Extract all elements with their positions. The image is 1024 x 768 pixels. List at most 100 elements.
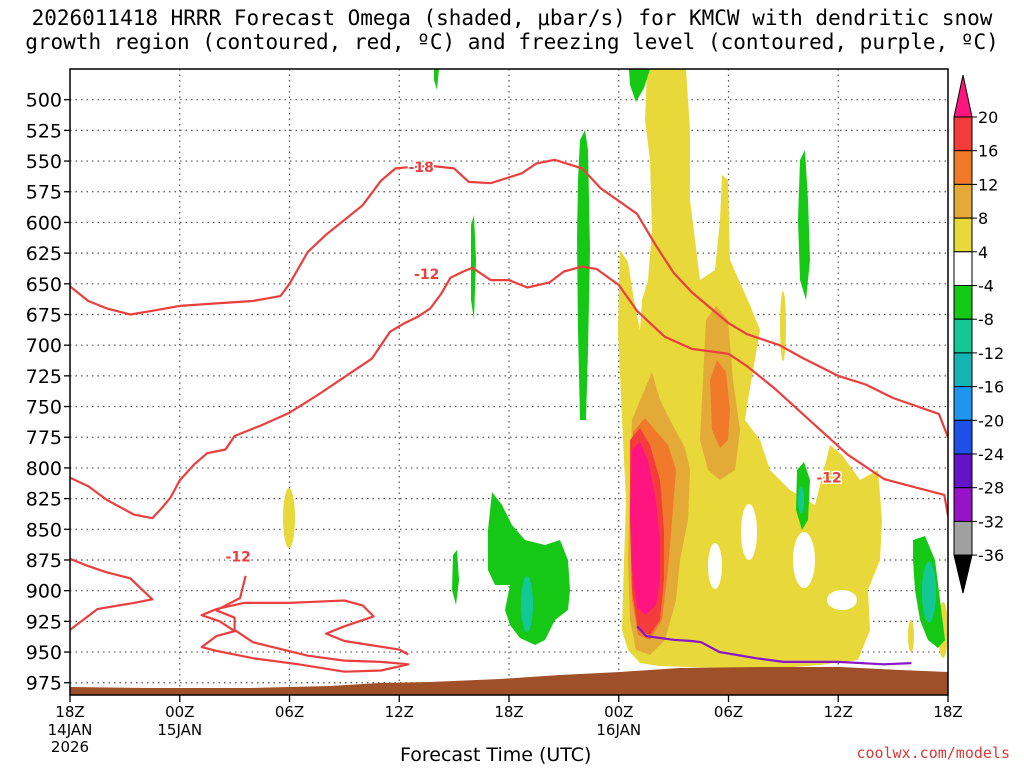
- colorbar-label: -24: [978, 445, 1004, 464]
- contour-line: [200, 575, 410, 673]
- colorbar-label: -32: [978, 512, 1004, 531]
- contour-labels: -18 -12 -12 -12: [224, 159, 843, 567]
- y-tick-label: 500: [26, 90, 62, 112]
- contour-line: [636, 625, 912, 666]
- title-line-2: growth region (contoured, red, ºC) and f…: [25, 30, 999, 54]
- y-tick-label: 750: [26, 397, 62, 419]
- colorbar-label: 12: [978, 175, 998, 194]
- omega-area-neg8-12: [521, 576, 533, 632]
- colorbar-label: 20: [978, 108, 998, 127]
- colorbar-label: -4: [978, 277, 994, 296]
- y-tick-label: 975: [26, 673, 62, 695]
- x-tick-label: 06Z: [275, 703, 304, 721]
- chart-title: 2026011418 HRRR Forecast Omega (shaded, …: [0, 6, 1024, 54]
- omega-area-4-8: [908, 620, 914, 652]
- colorbar-label: 16: [978, 142, 998, 161]
- x-tick-sublabel: 15JAN: [157, 721, 202, 739]
- contour-label: -18: [409, 160, 434, 176]
- colorbar-swatch: [953, 217, 973, 253]
- x-tick-label: 18Z: [933, 703, 962, 721]
- omega-area-neg4-8: [798, 150, 810, 300]
- x-tick-label: 12Z: [385, 703, 414, 721]
- x-tick-sublabel: 14JAN: [48, 721, 93, 739]
- colorbar-swatch: [953, 285, 973, 320]
- y-tick-label: 800: [26, 458, 62, 480]
- colorbar-swatch: [953, 352, 973, 388]
- colorbar-swatch: [953, 487, 973, 522]
- y-tick-label: 525: [26, 120, 62, 142]
- colorbar: 20 16 12 8 4 -4 -8 -12 -16 -20 -24 -28 -32 -36: [953, 74, 1004, 594]
- omega-area-gt20: [630, 442, 660, 615]
- contour-label: -12: [414, 267, 439, 283]
- x-tick-label: 12Z: [824, 703, 853, 721]
- omega-area-neg4-8: [629, 69, 650, 102]
- x-tick-label: 18Z: [494, 703, 523, 721]
- colorbar-swatch: [953, 520, 973, 556]
- x-tick-sublabel: 2026: [51, 738, 89, 756]
- terrain: [70, 667, 948, 695]
- y-tick-label: 725: [26, 366, 62, 388]
- site-credit: coolwx.com/models: [856, 744, 1010, 762]
- omega-gap: [741, 504, 757, 560]
- y-tick-label: 775: [26, 427, 62, 449]
- colorbar-label: -8: [978, 310, 994, 329]
- colorbar-swatch: [953, 318, 973, 354]
- y-tick-label: 600: [26, 212, 62, 234]
- y-tick-label: 650: [26, 274, 62, 296]
- colorbar-label: -28: [978, 479, 1004, 498]
- omega-area-neg4-8: [488, 492, 570, 645]
- colorbar-swatch: [953, 419, 973, 455]
- colorbar-label: -36: [978, 546, 1004, 565]
- colorbar-swatch: [953, 251, 973, 287]
- colorbar-bottom-arrow: [953, 554, 973, 594]
- omega-area-neg4-8: [434, 69, 439, 90]
- x-tick-label: 06Z: [714, 703, 743, 721]
- y-tick-label: 575: [26, 182, 62, 204]
- y-tick-label: 950: [26, 642, 62, 664]
- colorbar-swatch: [953, 150, 973, 185]
- x-axis-label: Forecast Time (UTC): [400, 744, 592, 766]
- omega-area-4-8: [780, 291, 786, 361]
- contour-line: [70, 557, 154, 631]
- colorbar-swatch: [953, 386, 973, 421]
- y-tick-label: 900: [26, 581, 62, 603]
- omega-gap: [708, 543, 722, 589]
- temperature-contours: [70, 158, 948, 673]
- omega-area-neg4-8: [577, 130, 590, 420]
- omega-area-12-16: [710, 360, 730, 448]
- y-tick-label: 700: [26, 335, 62, 357]
- x-tick-sublabel: 16JAN: [596, 721, 641, 739]
- y-axis: 500 525 550 575 600 625 650 675 700 725 750 775 800 8…: [26, 90, 70, 695]
- contour-line: [70, 158, 948, 438]
- colorbar-top-arrow: [953, 74, 973, 118]
- contour-line: [70, 265, 948, 520]
- y-tick-label: 925: [26, 611, 62, 633]
- colorbar-swatch: [953, 183, 973, 219]
- y-tick-label: 625: [26, 243, 62, 265]
- x-tick-label: 00Z: [604, 703, 633, 721]
- colorbar-label: -20: [978, 411, 1004, 430]
- colorbar-swatch: [953, 453, 973, 489]
- colorbar-label: -12: [978, 344, 1004, 363]
- omega-area-neg4-8: [452, 550, 459, 605]
- y-tick-label: 825: [26, 489, 62, 511]
- omega-area-4-8: [283, 488, 295, 548]
- colorbar-label: -16: [978, 378, 1004, 397]
- y-tick-label: 675: [26, 304, 62, 326]
- omega-area-neg8-12: [798, 487, 804, 513]
- y-tick-label: 850: [26, 519, 62, 541]
- title-line-1: 2026011418 HRRR Forecast Omega (shaded, …: [31, 6, 993, 30]
- contour-label: -12: [226, 549, 251, 565]
- colorbar-label: 8: [978, 209, 988, 228]
- x-tick-label: 00Z: [165, 703, 194, 721]
- omega-gap: [793, 532, 815, 588]
- y-tick-label: 875: [26, 550, 62, 572]
- x-tick-label: 18Z: [55, 703, 84, 721]
- y-tick-label: 550: [26, 151, 62, 173]
- contour-label: -12: [816, 471, 841, 487]
- colorbar-swatch: [953, 116, 973, 152]
- omega-area-neg8-12: [922, 562, 936, 622]
- colorbar-label: 4: [978, 243, 988, 262]
